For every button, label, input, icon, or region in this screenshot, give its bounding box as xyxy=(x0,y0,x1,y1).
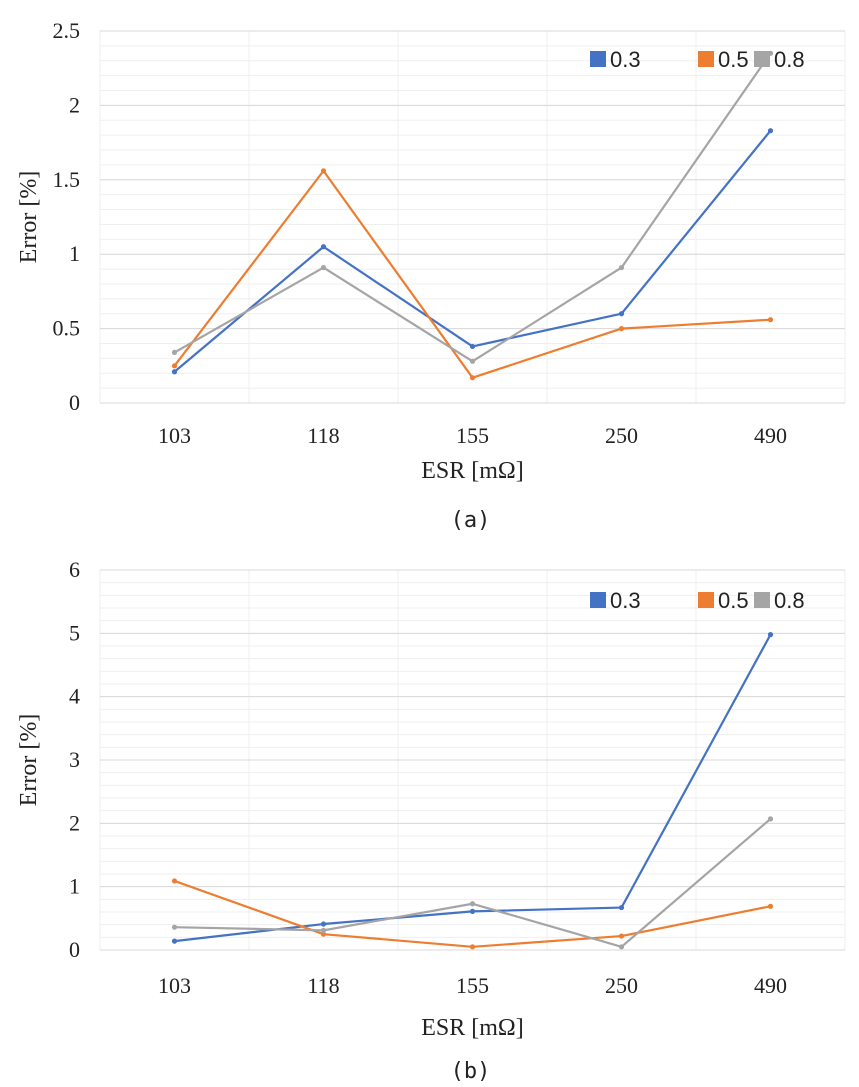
legend-swatch-0.5 xyxy=(698,592,714,608)
data-point-0.3 xyxy=(767,128,774,134)
x-tick-label: 155 xyxy=(456,973,489,998)
data-point-0.3 xyxy=(320,921,327,927)
data-point-0.3 xyxy=(171,369,178,375)
x-tick-label: 155 xyxy=(456,423,489,448)
data-point-0.8 xyxy=(320,927,327,933)
data-point-0.8 xyxy=(618,264,625,271)
legend-label-0.5: 0.5 xyxy=(718,588,749,613)
series-line-0.8 xyxy=(173,52,772,363)
data-point-0.5 xyxy=(320,931,327,937)
legend-label-0.3: 0.3 xyxy=(610,588,641,613)
data-point-0.8 xyxy=(469,901,476,907)
data-point-0.8 xyxy=(320,264,327,271)
y-tick-label: 0 xyxy=(69,937,80,962)
x-tick-label: 103 xyxy=(158,973,191,998)
series-line-0.3 xyxy=(173,130,772,373)
legend-swatch-0.3 xyxy=(590,592,606,608)
legend-label-0.8: 0.8 xyxy=(774,47,805,72)
y-tick-label: 1.5 xyxy=(53,167,81,192)
y-tick-label: 2 xyxy=(69,810,80,835)
y-tick-label: 2 xyxy=(69,92,80,117)
data-point-0.8 xyxy=(618,944,625,950)
data-point-0.8 xyxy=(767,816,774,822)
data-point-0.8 xyxy=(171,349,178,356)
y-axis-title: Error [%] xyxy=(16,714,42,807)
legend-swatch-0.8 xyxy=(754,592,770,608)
data-point-0.5 xyxy=(618,326,625,332)
x-axis-title: ESR [mΩ] xyxy=(421,458,524,484)
y-tick-label: 0.5 xyxy=(53,316,81,341)
data-point-0.3 xyxy=(320,244,327,250)
y-tick-label: 5 xyxy=(69,620,80,645)
data-point-0.5 xyxy=(767,317,774,323)
x-tick-label: 250 xyxy=(605,423,638,448)
y-tick-label: 1 xyxy=(69,241,80,266)
legend-label-0.8: 0.8 xyxy=(774,588,805,613)
legend-swatch-0.3 xyxy=(590,51,606,67)
y-tick-label: 6 xyxy=(69,557,80,582)
y-tick-label: 2.5 xyxy=(53,18,81,43)
legend-label-0.5: 0.5 xyxy=(718,47,749,72)
data-point-0.5 xyxy=(767,903,774,909)
data-point-0.5 xyxy=(320,168,327,174)
data-point-0.5 xyxy=(469,944,476,950)
x-tick-label: 118 xyxy=(307,423,339,448)
y-tick-label: 3 xyxy=(69,747,80,772)
x-tick-label: 490 xyxy=(754,973,787,998)
x-tick-label: 103 xyxy=(158,423,191,448)
data-point-0.5 xyxy=(469,375,476,381)
data-point-0.3 xyxy=(469,343,476,350)
data-point-0.5 xyxy=(171,363,178,369)
x-tick-label: 490 xyxy=(754,423,787,448)
y-tick-label: 1 xyxy=(69,874,80,899)
data-point-0.3 xyxy=(767,632,774,638)
legend-label-0.3: 0.3 xyxy=(610,47,641,72)
y-tick-label: 4 xyxy=(69,684,80,709)
data-point-0.3 xyxy=(618,311,625,317)
x-tick-label: 118 xyxy=(307,973,339,998)
chart-b: 0 1 2 3 4 5 6 103 118 155 250 490 0.3 0.5 0.8 ESR [mΩ] E… xyxy=(16,557,846,1084)
x-tick-label: 250 xyxy=(605,973,638,998)
data-point-0.5 xyxy=(618,933,625,939)
data-point-0.5 xyxy=(171,878,178,884)
legend-swatch-0.8 xyxy=(754,51,770,67)
data-point-0.8 xyxy=(469,358,476,364)
data-point-0.3 xyxy=(618,904,625,911)
figure-caption: (a) xyxy=(451,508,491,533)
figure-caption: (b) xyxy=(451,1059,491,1084)
data-point-0.8 xyxy=(171,924,178,930)
y-axis-title: Error [%] xyxy=(16,171,42,264)
chart-a: 0 0.5 1 1.5 2 2.5 103 118 155 250 490 0.3 0.5 0.8 ESR … xyxy=(16,18,846,533)
x-axis-title: ESR [mΩ] xyxy=(421,1015,524,1041)
legend-swatch-0.5 xyxy=(698,51,714,67)
data-point-0.3 xyxy=(469,908,476,914)
series-line-0.8 xyxy=(174,818,772,948)
y-tick-label: 0 xyxy=(69,390,80,415)
data-point-0.3 xyxy=(171,938,178,944)
